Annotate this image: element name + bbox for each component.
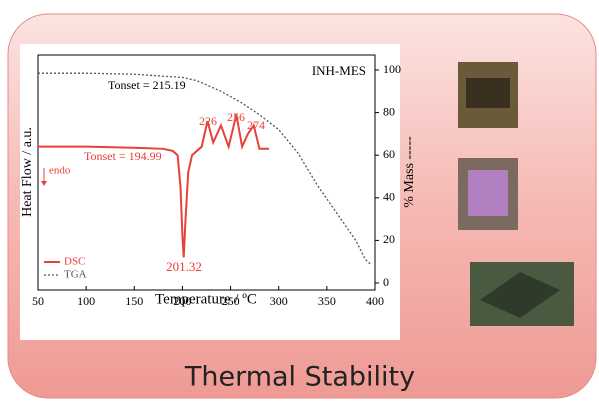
x-tick-label: 100 [77,294,95,308]
x-tick-label: 300 [270,294,288,308]
x-tick-label: 150 [125,294,143,308]
y-tick-label: 80 [383,104,395,118]
legend-label: DSC [64,256,85,268]
y-tick-label: 40 [383,190,395,204]
annotation: 201.32 [166,259,202,274]
x-axis-label: Temperature / ºC [155,291,257,307]
crystal-photo-detail [466,78,510,108]
chart-panel [20,44,400,340]
legend-label: TGA [64,269,87,281]
y2-axis-label: % Mass ----- [402,136,417,208]
annotation: Tonset = 194.99 [84,149,162,163]
x-tick-label: 50 [32,294,44,308]
x-tick-label: 250 [222,294,240,308]
series-line [38,72,371,265]
endo-arrow-head [41,181,47,186]
annotation: endo [49,165,71,177]
y-tick-label: 0 [383,275,389,289]
y-tick-label: 60 [383,147,395,161]
annotation: Tonset = 215.19 [108,78,186,92]
x-tick-label: 350 [318,294,336,308]
y-axis-label: Heat Flow / a.u. [20,127,35,217]
panel-label: INH-MES [312,63,366,78]
series-line [38,114,270,258]
x-tick-label: 200 [173,294,191,308]
y-tick-label: 100 [383,62,401,76]
crystal-photo-detail [480,272,560,318]
x-tick-label: 400 [366,294,384,308]
plot-frame [37,54,376,291]
y-tick-label: 20 [383,232,395,246]
caption: Thermal Stability [184,362,415,393]
crystal-photo-detail [468,170,508,216]
annotation: 226 [199,114,217,128]
